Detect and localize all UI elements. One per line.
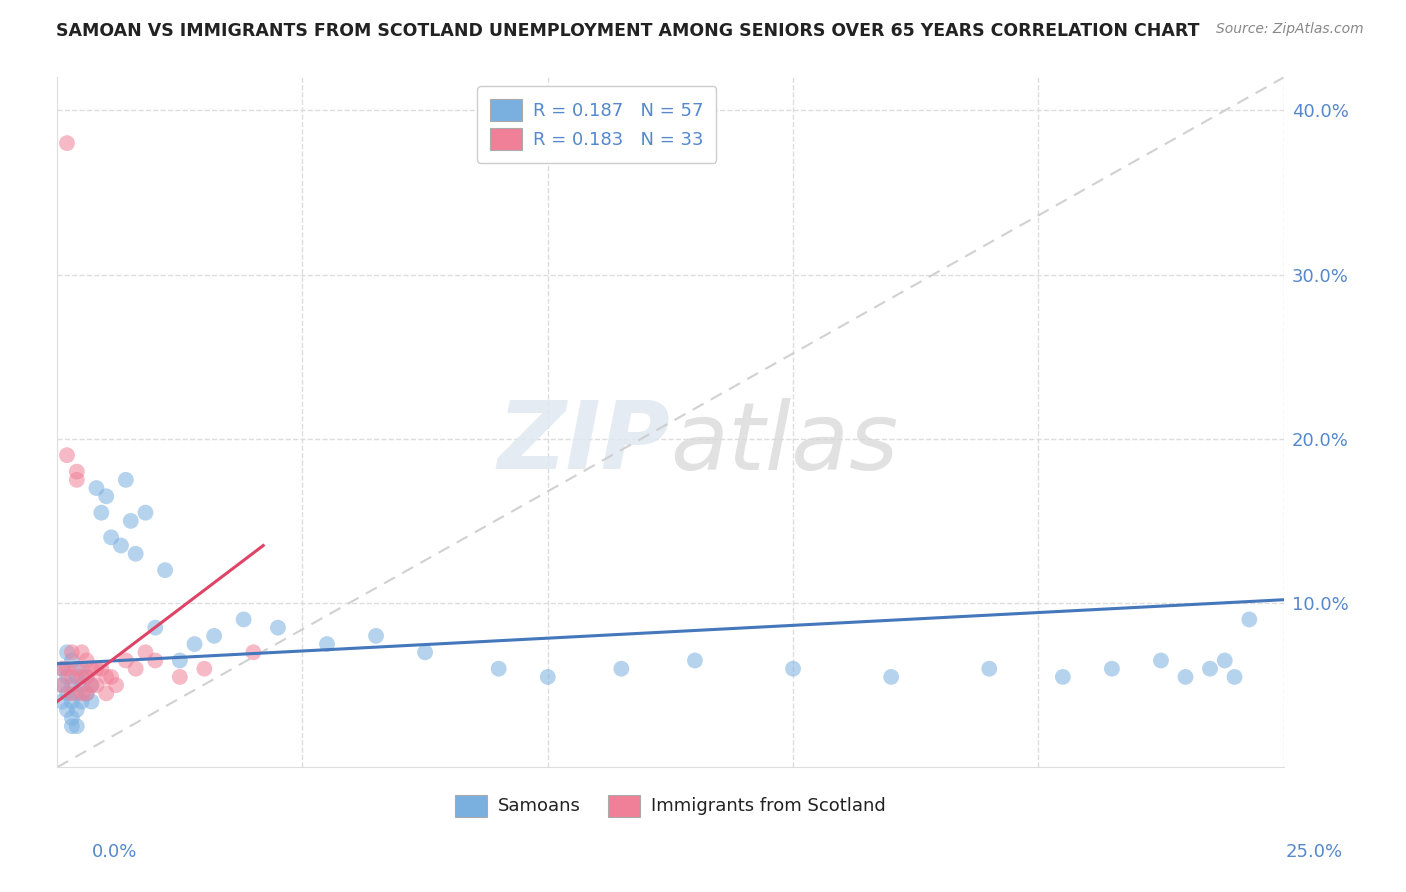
Point bbox=[1052, 670, 1074, 684]
Point bbox=[66, 703, 89, 717]
Point bbox=[56, 645, 79, 659]
Point bbox=[183, 637, 205, 651]
Point bbox=[51, 678, 73, 692]
Point bbox=[96, 489, 118, 503]
Point bbox=[413, 645, 436, 659]
Point bbox=[134, 506, 156, 520]
Point bbox=[60, 645, 83, 659]
Text: Source: ZipAtlas.com: Source: ZipAtlas.com bbox=[1216, 22, 1364, 37]
Point bbox=[80, 695, 103, 709]
Point bbox=[80, 662, 103, 676]
Point bbox=[169, 670, 191, 684]
Point bbox=[86, 662, 108, 676]
Point bbox=[232, 612, 254, 626]
Point bbox=[56, 136, 79, 150]
Point bbox=[66, 473, 89, 487]
Legend: Samoans, Immigrants from Scotland: Samoans, Immigrants from Scotland bbox=[447, 788, 893, 824]
Point bbox=[782, 662, 804, 676]
Point bbox=[1199, 662, 1222, 676]
Point bbox=[70, 695, 93, 709]
Point bbox=[90, 662, 112, 676]
Point bbox=[66, 465, 89, 479]
Text: atlas: atlas bbox=[671, 398, 898, 489]
Point bbox=[115, 653, 138, 667]
Point bbox=[110, 539, 132, 553]
Text: ZIP: ZIP bbox=[498, 397, 671, 489]
Point bbox=[76, 686, 98, 700]
Point bbox=[80, 678, 103, 692]
Point bbox=[610, 662, 633, 676]
Point bbox=[105, 678, 128, 692]
Point bbox=[134, 645, 156, 659]
Point bbox=[143, 621, 166, 635]
Point bbox=[60, 653, 83, 667]
Point bbox=[169, 653, 191, 667]
Point bbox=[56, 670, 79, 684]
Point bbox=[880, 670, 903, 684]
Point bbox=[100, 670, 122, 684]
Point bbox=[51, 662, 73, 676]
Point bbox=[1101, 662, 1123, 676]
Point bbox=[60, 695, 83, 709]
Point bbox=[193, 662, 215, 676]
Point bbox=[202, 629, 225, 643]
Point bbox=[60, 670, 83, 684]
Text: 25.0%: 25.0% bbox=[1285, 843, 1343, 861]
Point bbox=[66, 686, 89, 700]
Point bbox=[66, 670, 89, 684]
Point bbox=[120, 514, 142, 528]
Point bbox=[488, 662, 510, 676]
Point bbox=[979, 662, 1001, 676]
Point bbox=[124, 662, 146, 676]
Point bbox=[56, 703, 79, 717]
Point bbox=[51, 662, 73, 676]
Point bbox=[124, 547, 146, 561]
Point bbox=[100, 530, 122, 544]
Text: 0.0%: 0.0% bbox=[91, 843, 136, 861]
Text: SAMOAN VS IMMIGRANTS FROM SCOTLAND UNEMPLOYMENT AMONG SENIORS OVER 65 YEARS CORR: SAMOAN VS IMMIGRANTS FROM SCOTLAND UNEMP… bbox=[56, 22, 1199, 40]
Point bbox=[70, 645, 93, 659]
Point bbox=[267, 621, 290, 635]
Point bbox=[115, 473, 138, 487]
Point bbox=[76, 670, 98, 684]
Point bbox=[70, 686, 93, 700]
Point bbox=[51, 695, 73, 709]
Point bbox=[90, 506, 112, 520]
Point bbox=[143, 653, 166, 667]
Point bbox=[1239, 612, 1261, 626]
Point bbox=[66, 662, 89, 676]
Point bbox=[70, 662, 93, 676]
Point bbox=[60, 678, 83, 692]
Point bbox=[86, 481, 108, 495]
Point bbox=[56, 662, 79, 676]
Point bbox=[683, 653, 706, 667]
Point bbox=[51, 678, 73, 692]
Point bbox=[242, 645, 264, 659]
Point bbox=[56, 448, 79, 462]
Point bbox=[537, 670, 560, 684]
Point bbox=[1150, 653, 1173, 667]
Point bbox=[80, 678, 103, 692]
Point bbox=[1213, 653, 1236, 667]
Point bbox=[76, 670, 98, 684]
Point bbox=[76, 686, 98, 700]
Point bbox=[316, 637, 339, 651]
Point bbox=[66, 719, 89, 733]
Point bbox=[60, 686, 83, 700]
Point bbox=[364, 629, 387, 643]
Point bbox=[1223, 670, 1246, 684]
Point bbox=[153, 563, 176, 577]
Point bbox=[60, 711, 83, 725]
Point bbox=[1174, 670, 1197, 684]
Point bbox=[76, 653, 98, 667]
Point bbox=[56, 686, 79, 700]
Point bbox=[60, 719, 83, 733]
Point bbox=[96, 670, 118, 684]
Point bbox=[86, 678, 108, 692]
Point bbox=[70, 678, 93, 692]
Point bbox=[96, 686, 118, 700]
Point bbox=[70, 670, 93, 684]
